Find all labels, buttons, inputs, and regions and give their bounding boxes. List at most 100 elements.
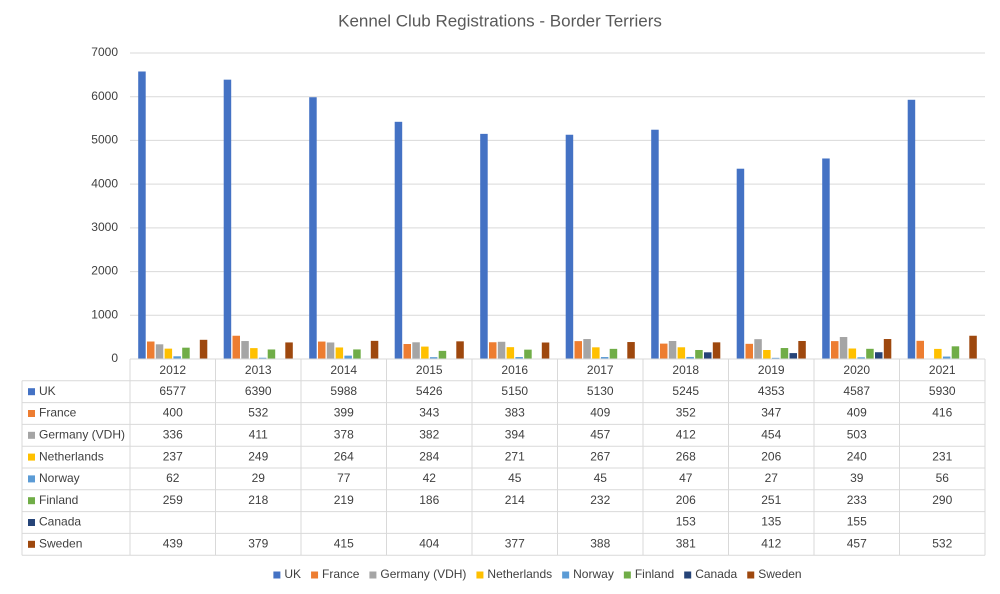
table-cell: 240 <box>847 449 867 463</box>
table-cell: 290 <box>932 493 952 507</box>
table-cell: 42 <box>423 471 437 485</box>
table-cell: 47 <box>679 471 693 485</box>
table-cell: 6390 <box>245 384 272 398</box>
table-cell: 251 <box>761 493 781 507</box>
bar <box>883 339 892 359</box>
bar <box>704 352 712 359</box>
x-tick-label: 2016 <box>501 363 528 377</box>
table-cell: 214 <box>505 493 525 507</box>
bar <box>660 343 668 359</box>
table-cell: 343 <box>419 406 439 420</box>
table-cell: 4353 <box>758 384 785 398</box>
bar <box>223 79 232 359</box>
bar <box>285 342 293 359</box>
x-tick-label: 2014 <box>330 363 357 377</box>
table-cell: 388 <box>590 536 610 550</box>
table-cell: 5245 <box>672 384 699 398</box>
table-cell: 415 <box>334 536 354 550</box>
legend-label: Germany (VDH) <box>380 567 466 581</box>
x-tick-label: 2017 <box>587 363 614 377</box>
bar <box>164 348 173 359</box>
table-cell: 249 <box>248 449 268 463</box>
table-cell: 77 <box>337 471 351 485</box>
bar <box>173 356 181 359</box>
table-cell: 416 <box>932 406 952 420</box>
table-legend-key <box>28 431 35 439</box>
bar <box>763 349 771 359</box>
table-cell: 377 <box>505 536 525 550</box>
bar <box>754 339 762 359</box>
legend-key <box>311 571 319 579</box>
bar <box>429 357 438 359</box>
table-cell: 383 <box>505 406 525 420</box>
bar <box>394 121 403 360</box>
table-cell: 264 <box>334 449 354 463</box>
bar <box>506 347 515 359</box>
legend-key <box>747 571 755 579</box>
legend-label: Netherlands <box>487 567 552 581</box>
x-tick-label: 2019 <box>758 363 785 377</box>
table-cell: 62 <box>166 471 180 485</box>
table-cell: 206 <box>761 449 781 463</box>
bar <box>155 344 164 359</box>
x-tick-label: 2013 <box>245 363 272 377</box>
bar <box>353 349 361 359</box>
bar <box>780 348 789 359</box>
table-cell: 412 <box>761 536 781 550</box>
table-cell: 233 <box>847 493 867 507</box>
bar <box>583 339 591 359</box>
bar <box>335 347 344 359</box>
table-cell: 39 <box>850 471 864 485</box>
bar <box>848 348 857 359</box>
legend-key <box>369 571 377 579</box>
table-cell: 5930 <box>929 384 956 398</box>
legend-key <box>684 571 692 579</box>
table-cell: 412 <box>676 427 696 441</box>
chart-title: Kennel Club Registrations - Border Terri… <box>338 11 662 30</box>
table-cell: 411 <box>249 427 268 441</box>
table-cell: 218 <box>248 493 268 507</box>
bar <box>232 335 240 359</box>
table-legend-key <box>28 410 35 417</box>
bar <box>969 335 977 359</box>
table-cell: 5150 <box>501 384 528 398</box>
bar <box>712 342 721 359</box>
bar <box>326 342 335 359</box>
bar <box>907 99 916 359</box>
bar <box>241 341 249 359</box>
table-cell: 381 <box>676 536 696 550</box>
bar <box>677 347 686 359</box>
table-row-label: Canada <box>39 515 81 529</box>
table-cell: 135 <box>761 515 781 529</box>
table-cell: 378 <box>334 427 354 441</box>
table-cell: 336 <box>163 427 183 441</box>
x-tick-label: 2018 <box>672 363 699 377</box>
bar <box>250 348 258 359</box>
bar <box>199 339 208 359</box>
table-cell: 219 <box>334 493 354 507</box>
legend-label: Sweden <box>758 567 801 581</box>
bar <box>370 340 379 359</box>
table-cell: 267 <box>590 449 610 463</box>
table-cell: 271 <box>505 449 525 463</box>
bar <box>344 355 352 359</box>
bar <box>318 341 326 359</box>
bar <box>267 349 276 359</box>
table-cell: 347 <box>761 406 781 420</box>
bar <box>309 97 317 359</box>
table-legend-key <box>28 475 35 483</box>
bar <box>574 341 582 359</box>
table-legend-key <box>28 497 35 505</box>
bar <box>480 133 488 359</box>
y-tick-label: 3000 <box>91 220 118 234</box>
bar <box>592 347 600 359</box>
bar <box>686 356 694 359</box>
table-cell: 404 <box>419 536 439 550</box>
table-cell: 155 <box>847 515 867 529</box>
bar <box>736 168 745 359</box>
table-cell: 206 <box>676 493 696 507</box>
bar <box>627 342 635 359</box>
bar <box>942 356 951 359</box>
table-cell: 409 <box>847 406 867 420</box>
